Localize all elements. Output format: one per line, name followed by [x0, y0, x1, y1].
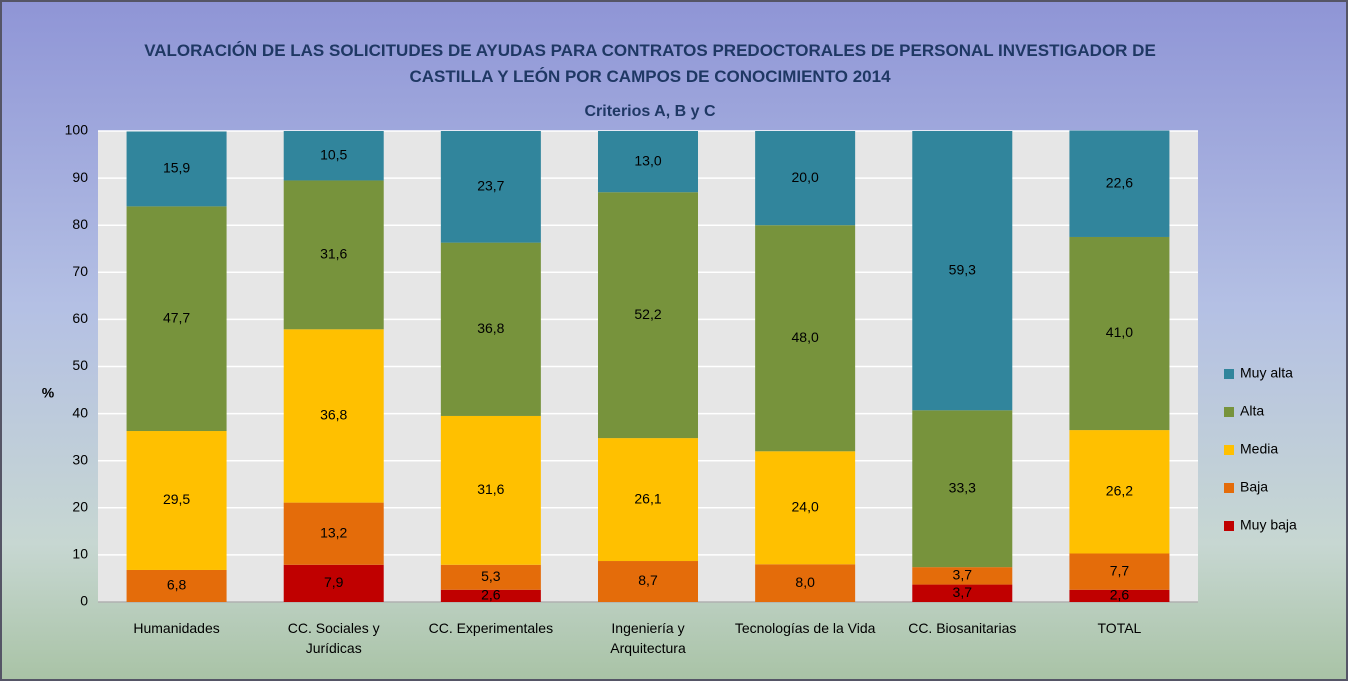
legend-label: Media	[1240, 441, 1278, 457]
y-axis-label: %	[42, 385, 55, 401]
y-tick-label: 50	[72, 357, 88, 373]
bar-segment	[755, 451, 856, 565]
bar-segment	[283, 329, 384, 503]
bar-segment	[283, 131, 384, 181]
data-label: 13,2	[320, 524, 347, 540]
y-tick-label: 90	[72, 169, 88, 185]
bar-segment	[755, 564, 856, 602]
bar-segment	[598, 192, 698, 439]
data-label: 31,6	[477, 481, 504, 497]
bar-segment	[126, 569, 227, 602]
legend-swatch	[1224, 407, 1234, 417]
legend-swatch	[1224, 445, 1234, 455]
data-label: 22,6	[1106, 174, 1133, 190]
bar-segment	[440, 242, 541, 416]
bar-segment	[755, 131, 856, 226]
bar-segment	[440, 564, 541, 590]
data-label: 15,9	[163, 160, 190, 176]
data-label: 33,3	[949, 479, 976, 495]
data-label: 6,8	[167, 577, 187, 593]
data-label: 47,7	[163, 309, 190, 325]
bar-segment	[755, 225, 856, 452]
bar-segment	[912, 584, 1013, 602]
data-label: 24,0	[792, 499, 819, 515]
data-label: 8,7	[638, 572, 658, 588]
data-label: 26,2	[1106, 482, 1133, 498]
x-tick-label: Tecnologías de la Vida	[734, 620, 876, 636]
x-tick-label: CC. Sociales y Jurídicas	[287, 620, 380, 656]
x-tick-label: Ingeniería y Arquitectura	[610, 620, 686, 656]
bar-segment	[1069, 553, 1170, 590]
data-label: 20,0	[792, 169, 819, 185]
data-label: 23,7	[477, 178, 504, 194]
data-label: 31,6	[320, 246, 347, 262]
x-tick-label: Humanidades	[133, 620, 220, 636]
bar-segment	[440, 415, 541, 565]
data-label: 3,7	[953, 584, 973, 600]
y-tick-label: 40	[72, 404, 88, 420]
legend-swatch	[1224, 483, 1234, 493]
data-label: 3,7	[953, 567, 973, 583]
legend-swatch	[1224, 369, 1234, 379]
y-tick-label: 100	[65, 122, 89, 138]
data-label: 36,8	[320, 407, 347, 423]
bar-segment	[126, 206, 227, 432]
y-tick-label: 10	[72, 546, 88, 562]
bar-segment	[598, 561, 698, 602]
bar-segment	[283, 564, 384, 602]
data-label: 2,6	[1110, 587, 1130, 603]
bar-segment	[126, 131, 227, 207]
chart-title: VALORACIÓN DE LAS SOLICITUDES DE AYUDAS …	[144, 41, 1156, 86]
bar-segment	[440, 589, 541, 602]
bar-segment	[440, 131, 541, 243]
data-label: 36,8	[477, 320, 504, 336]
bar-segment	[1069, 130, 1170, 237]
y-tick-label: 70	[72, 263, 88, 279]
data-label: 5,3	[481, 568, 501, 584]
data-label: 13,0	[634, 152, 661, 168]
bar-segment	[1069, 430, 1170, 554]
data-label: 59,3	[949, 261, 976, 277]
legend-swatch	[1224, 521, 1234, 531]
bar-segment	[912, 131, 1013, 411]
bar-segment	[912, 410, 1013, 568]
y-tick-label: 60	[72, 310, 88, 326]
legend-label: Alta	[1240, 403, 1264, 419]
legend-label: Muy baja	[1240, 517, 1297, 533]
bar-segment	[912, 567, 1013, 585]
y-tick-label: 80	[72, 216, 88, 232]
data-label: 29,5	[163, 491, 190, 507]
y-tick-label: 20	[72, 499, 88, 515]
chart-subtitle: Criterios A, B y C	[584, 103, 716, 120]
data-label: 7,7	[1110, 562, 1130, 578]
bar-segment	[126, 431, 227, 570]
data-label: 26,1	[634, 490, 661, 506]
y-tick-label: 30	[72, 451, 88, 467]
bar-segment	[1069, 589, 1170, 602]
legend-label: Baja	[1240, 479, 1268, 495]
data-label: 52,2	[634, 306, 661, 322]
legend-label: Muy alta	[1240, 365, 1293, 381]
x-tick-label: CC. Experimentales	[428, 620, 554, 636]
bar-segment	[283, 502, 384, 565]
bar-segment	[598, 131, 698, 193]
data-label: 2,6	[481, 587, 501, 603]
y-tick-label: 0	[80, 593, 88, 609]
bar-segment	[1069, 236, 1170, 431]
data-label: 41,0	[1106, 324, 1133, 340]
x-tick-label: TOTAL	[1097, 620, 1142, 636]
data-label: 7,9	[324, 574, 344, 590]
data-label: 48,0	[792, 329, 819, 345]
x-tick-label: CC. Biosanitarias	[908, 620, 1017, 636]
data-label: 8,0	[795, 574, 815, 590]
data-label: 10,5	[320, 146, 347, 162]
bar-segment	[598, 438, 698, 562]
bar-segment	[283, 180, 384, 330]
